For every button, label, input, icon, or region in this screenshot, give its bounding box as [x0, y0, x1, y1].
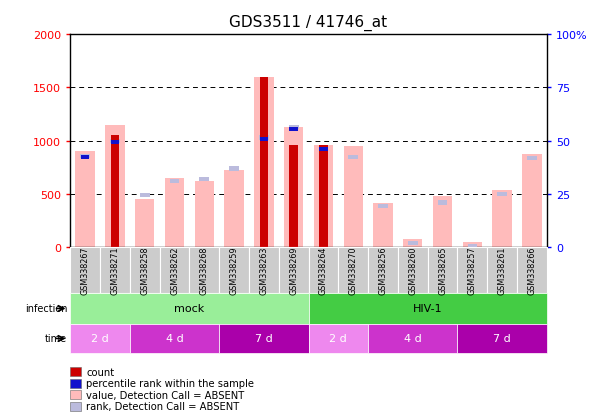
Text: GSM338267: GSM338267 — [81, 246, 90, 295]
Text: GSM338266: GSM338266 — [527, 247, 536, 294]
Bar — [254, 78, 274, 248]
Bar — [290, 128, 298, 132]
Bar — [433, 197, 452, 248]
Text: GSM338264: GSM338264 — [319, 247, 328, 294]
Text: GSM338270: GSM338270 — [349, 246, 357, 295]
Bar — [260, 137, 268, 142]
Bar — [111, 136, 119, 248]
Text: mock: mock — [174, 304, 205, 314]
Bar — [348, 155, 358, 159]
Text: GSM338257: GSM338257 — [468, 246, 477, 295]
Text: GSM338259: GSM338259 — [230, 246, 238, 295]
Bar — [80, 154, 90, 159]
Text: GSM338268: GSM338268 — [200, 247, 209, 294]
Bar — [135, 200, 155, 248]
Text: 2 d: 2 d — [91, 334, 109, 344]
Bar — [260, 78, 268, 248]
Text: GSM338269: GSM338269 — [289, 246, 298, 295]
Text: count: count — [86, 367, 114, 377]
Bar — [373, 203, 393, 248]
Bar — [463, 242, 482, 248]
Text: GDS3511 / 41746_at: GDS3511 / 41746_at — [230, 14, 387, 31]
Bar — [199, 178, 209, 182]
Bar — [320, 146, 327, 248]
Bar — [318, 153, 328, 157]
Bar — [259, 136, 269, 140]
Text: GSM338271: GSM338271 — [111, 246, 119, 295]
Bar — [140, 194, 150, 198]
Bar — [111, 140, 119, 145]
Bar — [105, 126, 125, 248]
Bar — [527, 157, 537, 161]
Text: time: time — [45, 334, 67, 344]
Text: 4 d: 4 d — [166, 334, 183, 344]
Bar — [408, 242, 418, 246]
Bar — [522, 154, 541, 248]
Bar — [224, 170, 244, 248]
Bar — [289, 126, 299, 130]
Bar — [229, 167, 239, 171]
Text: 2 d: 2 d — [329, 334, 347, 344]
Text: GSM338260: GSM338260 — [408, 247, 417, 294]
Bar — [314, 146, 333, 248]
Bar — [290, 146, 298, 248]
Text: value, Detection Call = ABSENT: value, Detection Call = ABSENT — [86, 390, 244, 400]
Text: infection: infection — [24, 304, 67, 314]
Bar — [284, 128, 303, 248]
Bar — [195, 182, 214, 248]
Bar — [378, 204, 388, 209]
Bar — [497, 192, 507, 197]
Text: GSM338263: GSM338263 — [260, 247, 268, 294]
Bar — [76, 152, 95, 248]
Text: GSM338265: GSM338265 — [438, 246, 447, 295]
Text: GSM338258: GSM338258 — [141, 246, 149, 295]
Text: HIV-1: HIV-1 — [413, 304, 442, 314]
Bar — [403, 239, 422, 248]
Text: GSM338261: GSM338261 — [498, 247, 507, 294]
Bar — [320, 148, 327, 152]
Text: 4 d: 4 d — [404, 334, 422, 344]
Text: GSM338262: GSM338262 — [170, 246, 179, 295]
Text: rank, Detection Call = ABSENT: rank, Detection Call = ABSENT — [86, 401, 240, 411]
Bar — [170, 180, 180, 184]
Text: percentile rank within the sample: percentile rank within the sample — [86, 378, 254, 388]
Bar — [467, 244, 477, 249]
Bar — [343, 147, 363, 248]
Text: GSM338256: GSM338256 — [379, 246, 387, 295]
Text: 7 d: 7 d — [255, 334, 273, 344]
Bar — [492, 190, 512, 248]
Bar — [110, 139, 120, 144]
Text: 7 d: 7 d — [493, 334, 511, 344]
Bar — [165, 179, 184, 248]
Bar — [437, 201, 447, 205]
Bar — [81, 155, 89, 159]
